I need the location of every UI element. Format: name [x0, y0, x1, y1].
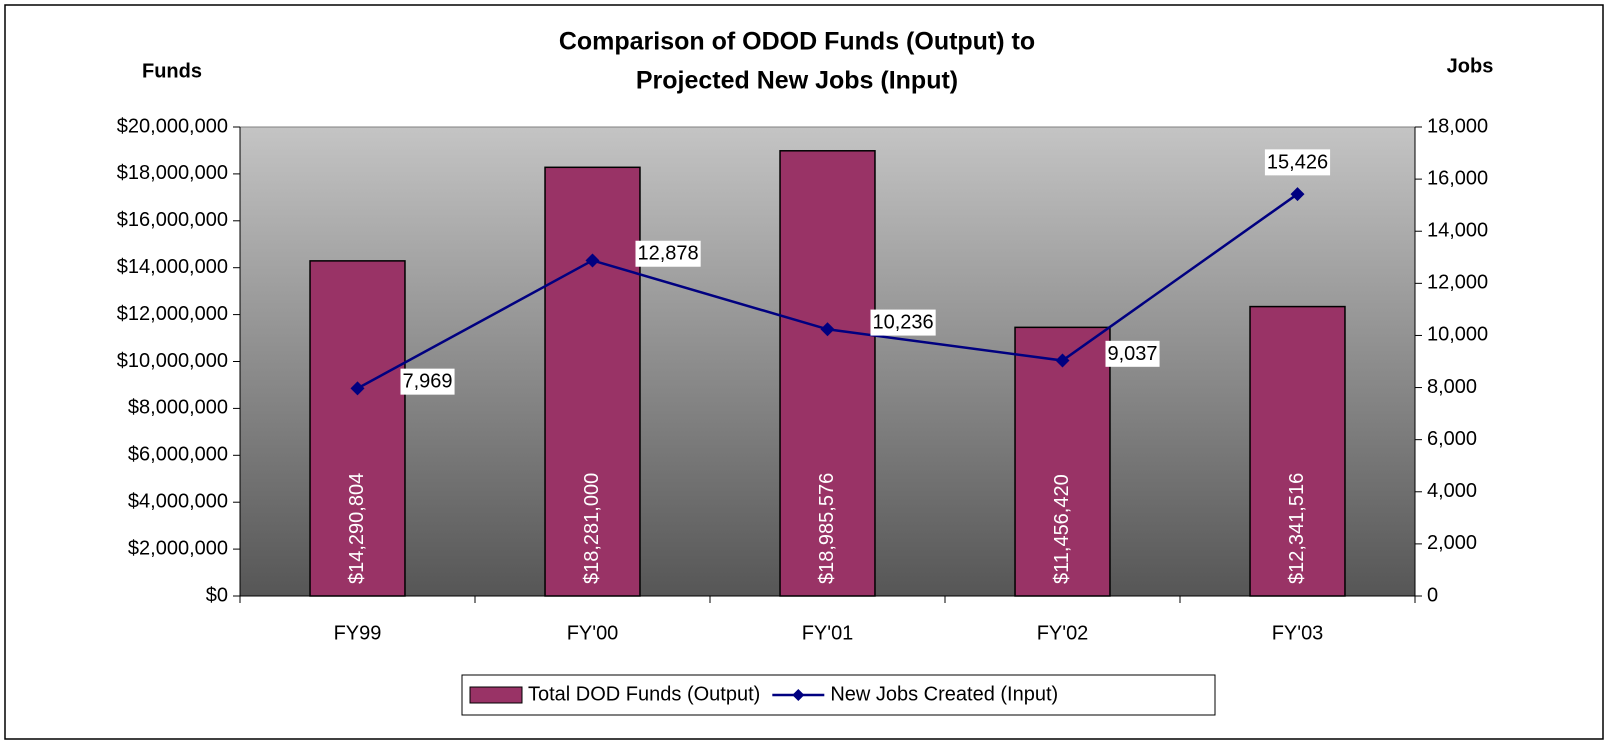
y-tick-label: $18,000,000: [117, 162, 228, 184]
y-tick-label: $16,000,000: [117, 209, 228, 231]
bar: [544, 166, 641, 597]
line-value-label: 15,426: [1267, 151, 1328, 173]
marker: [1290, 187, 1305, 202]
legend-swatch: [792, 689, 805, 701]
x-tick-label: FY'01: [802, 622, 854, 644]
label-background: [1264, 149, 1331, 176]
y2-tick-label: 8,000: [1427, 376, 1477, 398]
y-tick-label: $4,000,000: [128, 490, 228, 512]
x-tick-label: FY99: [334, 622, 382, 644]
line-value-label: 7,969: [403, 371, 453, 393]
y-axis-title: Funds: [142, 60, 202, 82]
y-tick-label: $10,000,000: [117, 350, 228, 372]
bar-value-label: $14,290,804: [346, 473, 368, 584]
bar-value-label: $12,341,516: [1286, 473, 1308, 584]
label-background: [400, 368, 455, 395]
line-value-label-group: 9,037: [1105, 340, 1160, 367]
line-value-label-group: 12,878: [635, 240, 701, 267]
y-tick-label: $6,000,000: [128, 444, 228, 466]
chart-title: Comparison of ODOD Funds (Output) to: [559, 28, 1035, 56]
x-tick-label: FY'02: [1037, 622, 1089, 644]
y2-axis-title: Jobs: [1447, 55, 1494, 77]
y2-tick-label: 4,000: [1427, 480, 1477, 502]
marker: [1055, 353, 1070, 368]
y-tick-label: $12,000,000: [117, 303, 228, 325]
bar: [779, 150, 876, 597]
label-background: [1105, 340, 1160, 367]
bar-value-label: $18,281,000: [581, 473, 603, 584]
legend-label: Total DOD Funds (Output): [528, 683, 760, 705]
bar-value-label: $18,985,576: [816, 473, 838, 584]
marker: [585, 253, 600, 268]
y-tick-label: $20,000,000: [117, 115, 228, 137]
x-tick-label: FY'00: [567, 622, 619, 644]
legend-label: New Jobs Created (Input): [830, 683, 1058, 705]
line-value-label-group: 15,426: [1264, 149, 1331, 176]
y2-tick-label: 18,000: [1427, 115, 1488, 137]
y2-tick-label: 10,000: [1427, 324, 1488, 346]
line-value-label: 12,878: [638, 243, 699, 265]
marker: [820, 322, 835, 337]
bar: [1014, 326, 1111, 597]
x-tick-label: FY'03: [1272, 622, 1324, 644]
line-value-label: 9,037: [1108, 343, 1158, 365]
y-tick-label: $2,000,000: [128, 537, 228, 559]
line-value-label-group: 7,969: [400, 368, 455, 395]
chart-title: Projected New Jobs (Input): [636, 67, 958, 95]
y2-tick-label: 14,000: [1427, 220, 1488, 242]
y2-tick-label: 16,000: [1427, 167, 1488, 189]
y2-tick-label: 2,000: [1427, 532, 1477, 554]
line-value-label-group: 10,236: [870, 309, 936, 336]
bar: [1249, 305, 1346, 597]
y-tick-label: $14,000,000: [117, 256, 228, 278]
bar-value-label: $11,456,420: [1051, 474, 1073, 584]
y-tick-label: $8,000,000: [128, 397, 228, 419]
legend: [461, 674, 1216, 716]
y2-tick-label: 12,000: [1427, 272, 1488, 294]
label-background: [635, 240, 701, 267]
y-tick-label: $0: [206, 584, 228, 606]
line-value-label: 10,236: [873, 312, 934, 334]
y2-tick-label: 6,000: [1427, 428, 1477, 450]
bar: [309, 260, 406, 597]
legend-swatch: [469, 686, 523, 704]
marker: [350, 381, 365, 396]
label-background: [870, 309, 936, 336]
y2-tick-label: 0: [1427, 584, 1438, 606]
